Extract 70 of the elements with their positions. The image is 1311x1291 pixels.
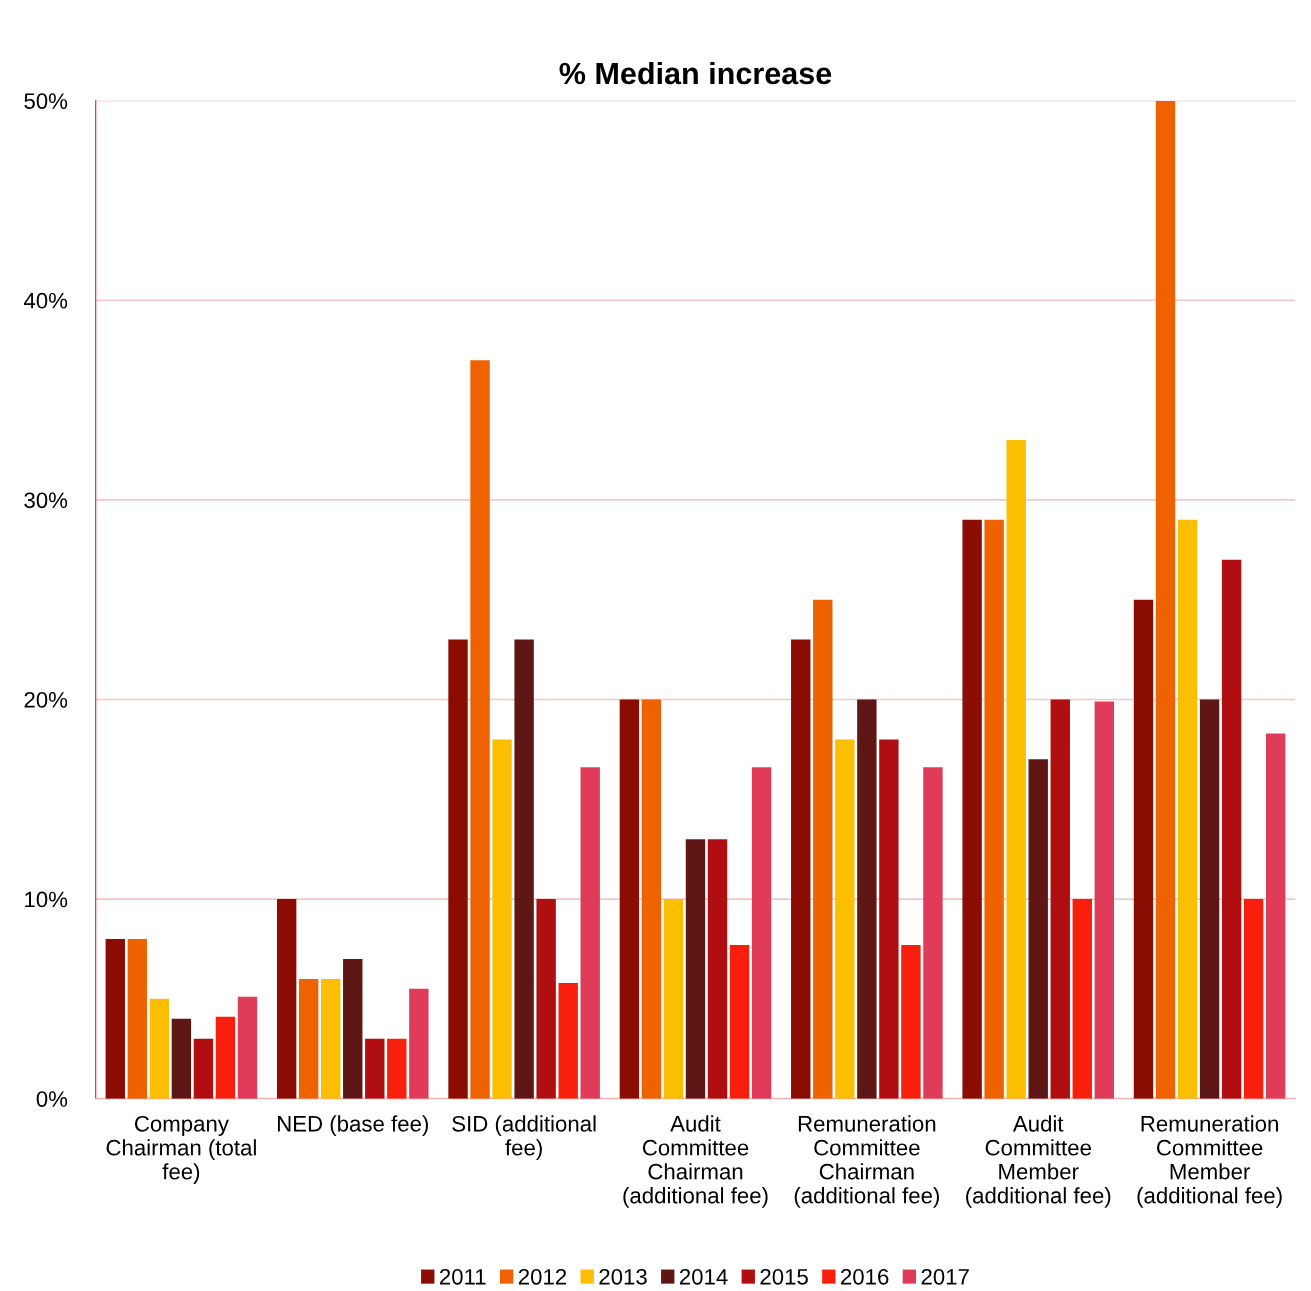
x-tick-label: Company Chairman (total fee): [106, 1115, 256, 1184]
bar: [365, 1038, 385, 1099]
bar: [237, 996, 258, 1099]
y-tick-label: 10%: [25, 891, 68, 908]
y-tick-label: 20%: [24, 692, 68, 708]
bar: [923, 767, 943, 1099]
x-tick-label: Remuneration Committee Member (additional fee): [1137, 1115, 1282, 1208]
bar: [514, 639, 534, 1099]
bar: [387, 1038, 407, 1099]
bar: [1265, 733, 1286, 1099]
bar: [1028, 759, 1048, 1099]
bar: [1199, 699, 1220, 1099]
bar: [105, 938, 125, 1099]
y-tick-label: 40%: [23, 292, 68, 309]
bar: [448, 639, 468, 1099]
bar: [343, 958, 363, 1099]
bar: [791, 639, 811, 1099]
bar: [813, 599, 833, 1099]
bar: [1155, 100, 1176, 1099]
legend-label: 2014: [679, 1268, 728, 1285]
bar: [1094, 701, 1115, 1099]
chart-title: % Median increase: [559, 61, 832, 85]
bar: [619, 699, 640, 1099]
x-tick-label: Remuneration Committee Chairman (additional fee): [794, 1115, 939, 1208]
bar: [215, 1016, 236, 1099]
bar: [1006, 440, 1026, 1099]
bar: [984, 519, 1004, 1099]
bar: [962, 519, 982, 1099]
bar: [276, 899, 297, 1099]
bar: [298, 978, 319, 1099]
bar: [901, 944, 921, 1099]
bar: [1072, 899, 1092, 1099]
bar: [835, 739, 855, 1099]
y-tick-label: 30%: [24, 492, 68, 509]
bar: [470, 360, 490, 1099]
bar: [1133, 599, 1154, 1099]
bar: [409, 988, 429, 1099]
x-tick-label: Audit Committee Member (additional fee): [966, 1115, 1111, 1208]
bar: [1177, 519, 1198, 1099]
y-tick-label: 50%: [24, 93, 68, 109]
legend-label: 2016: [841, 1268, 889, 1285]
legend-label: 2015: [760, 1268, 808, 1285]
bar: [663, 899, 684, 1099]
bar: [751, 767, 772, 1099]
bar: [127, 938, 148, 1099]
bar: [149, 998, 170, 1099]
bar: [580, 767, 600, 1099]
legend-label: 2013: [599, 1268, 647, 1285]
legend-label: 2012: [518, 1268, 567, 1285]
bar: [558, 982, 578, 1099]
bar: [536, 899, 556, 1099]
bar: [879, 739, 899, 1099]
bar: [1243, 899, 1264, 1099]
legend-label: 2011: [439, 1268, 486, 1285]
x-tick-label: NED (base fee): [278, 1115, 428, 1137]
bar: [193, 1038, 214, 1099]
bar: [641, 699, 662, 1099]
legend-label: 2017: [921, 1268, 969, 1285]
bar: [492, 739, 512, 1099]
bar: [321, 978, 341, 1099]
bar: [171, 1018, 192, 1099]
bar: [729, 944, 750, 1099]
x-tick-label: SID (additional fee): [452, 1115, 596, 1160]
bar: [857, 699, 877, 1099]
x-tick-label: Audit Committee Chairman (additional fee): [623, 1115, 768, 1208]
bar: [707, 839, 728, 1099]
y-tick-label: 0%: [36, 1091, 68, 1107]
bar: [1221, 559, 1242, 1099]
bar: [1050, 699, 1070, 1099]
bar: [685, 839, 706, 1099]
